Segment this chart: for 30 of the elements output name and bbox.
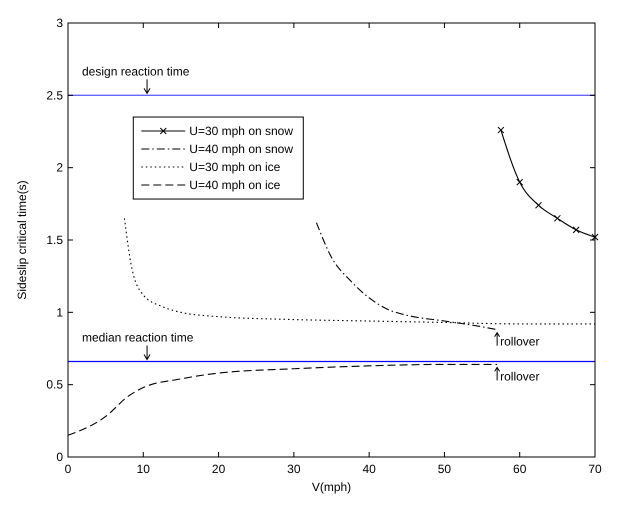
annotation: rollover: [500, 369, 540, 384]
ref-line-label: design reaction time: [82, 64, 190, 78]
y-tick-label: 2: [56, 160, 64, 175]
x-tick-label: 50: [438, 462, 452, 476]
y-tick-label: 1: [56, 305, 64, 320]
y-tick-label: 3: [56, 16, 64, 30]
point: [572, 226, 580, 234]
point: [554, 214, 561, 222]
y-tick-label: 2.5: [46, 88, 64, 102]
annotation: rollover: [500, 334, 540, 349]
legend-label: U=40 mph on snow: [189, 142, 294, 156]
point: [497, 126, 504, 134]
x-axis-title: V(mph): [312, 480, 352, 494]
ref-line-label: median reaction time: [82, 330, 194, 345]
legend-label: U=30 mph on ice: [189, 160, 281, 174]
point: [535, 202, 542, 209]
x-tick-label: 20: [212, 462, 226, 476]
y-tick-label: 0.5: [46, 378, 64, 392]
legend-label: U=40 mph on ice: [189, 178, 281, 192]
x-tick-label: 0: [64, 462, 72, 476]
y-tick-label: 0: [56, 450, 64, 464]
y-axis-title: Sideslip critical time(s): [15, 180, 29, 300]
point: [516, 178, 524, 186]
x-tick-label: 70: [588, 462, 602, 476]
legend-label: U=30 mph on snow: [189, 124, 294, 138]
x-tick-label: 60: [513, 462, 527, 476]
y-tick-label: 1.5: [46, 233, 64, 247]
x-tick-label: 40: [362, 462, 376, 476]
x-tick-label: 30: [287, 462, 301, 476]
x-tick-label: 10: [136, 462, 150, 476]
